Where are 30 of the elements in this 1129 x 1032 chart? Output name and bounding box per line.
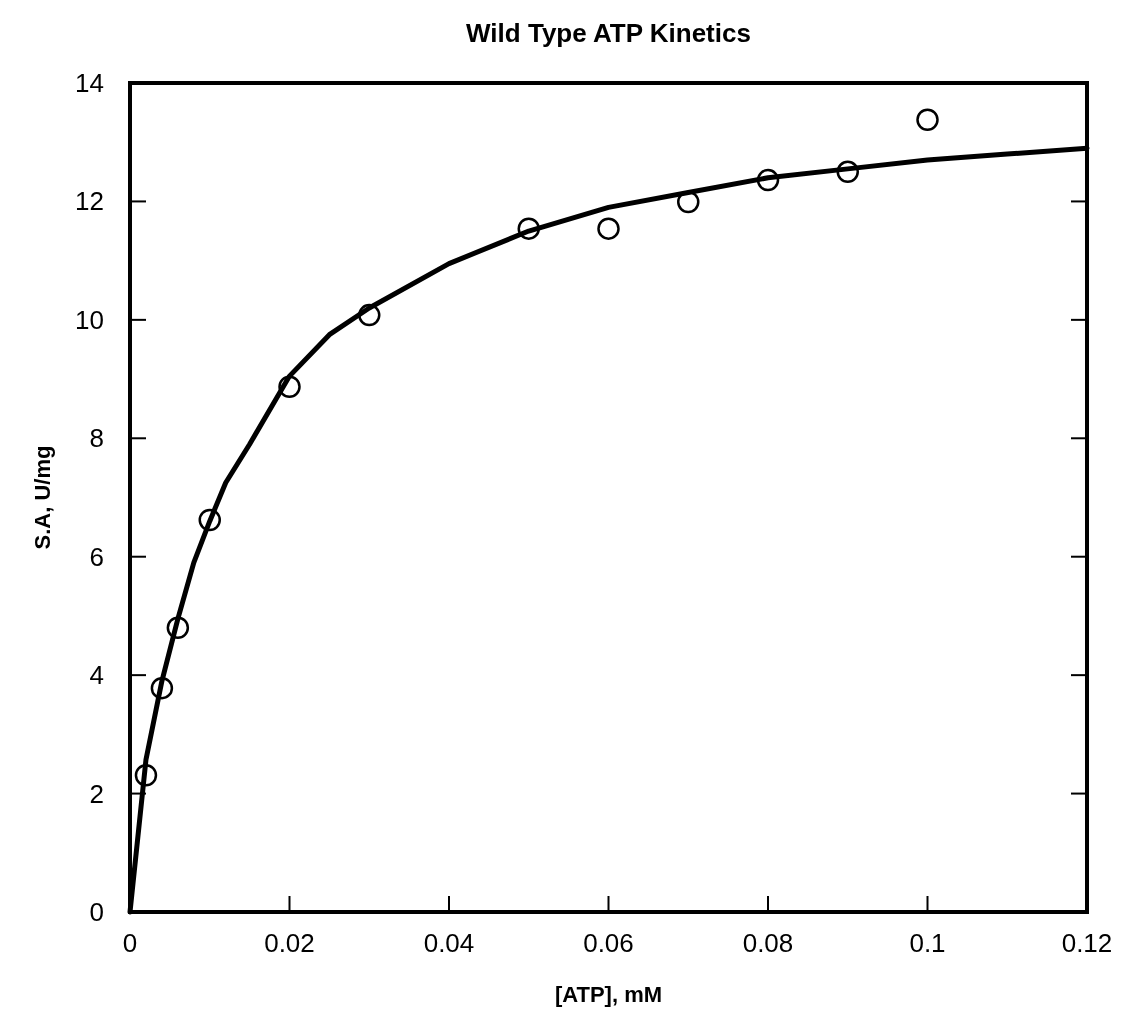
point <box>166 616 190 640</box>
y-axis-title: S.A, U/mg <box>30 445 55 550</box>
x-axis-title: [ATP], mM <box>554 982 663 1007</box>
point <box>916 108 939 131</box>
point <box>134 763 158 787</box>
point <box>198 508 221 532</box>
point <box>358 303 381 327</box>
y-tick-label: 8 <box>89 423 104 454</box>
x-tick-label: 0.08 <box>742 928 794 958</box>
x-tick-label: 0 <box>122 928 138 958</box>
y-tick-label: 10 <box>75 304 104 335</box>
point <box>677 190 700 214</box>
x-tick-label: 0.12 <box>1061 928 1113 958</box>
y-tick-label: 2 <box>89 778 104 809</box>
y-tick-label: 0 <box>89 897 104 927</box>
point <box>756 168 780 192</box>
x-tick-label: 0.06 <box>583 928 634 958</box>
x-tick-label: 0.02 <box>264 928 315 958</box>
x-tick-label: 0.04 <box>423 928 475 958</box>
chart-title: Wild Type ATP Kinetics <box>466 18 751 48</box>
point <box>278 375 301 399</box>
point <box>150 676 174 700</box>
x-tick-label: 0.1 <box>909 928 946 958</box>
point <box>517 217 540 240</box>
point <box>597 217 620 240</box>
y-tick-label: 6 <box>89 541 104 572</box>
point <box>836 160 859 184</box>
y-tick-label: 14 <box>75 68 104 98</box>
y-tick-label: 4 <box>89 660 104 691</box>
y-tick-label: 12 <box>75 186 104 217</box>
